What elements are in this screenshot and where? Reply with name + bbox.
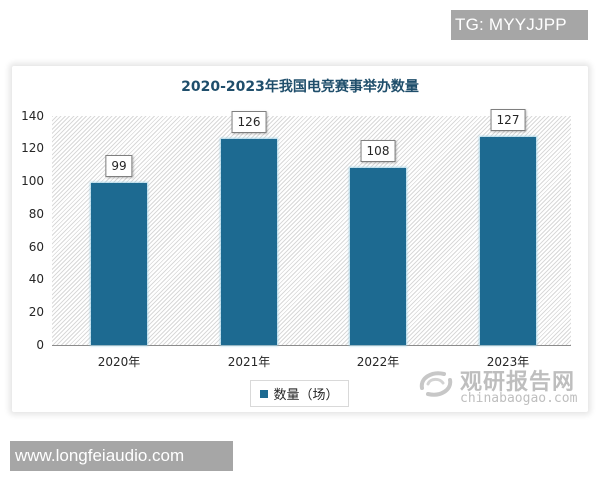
watermark-cn: 观研报告网 — [460, 370, 576, 395]
chart-title: 2020-2023年我国电竞赛事举办数量 — [181, 79, 419, 95]
watermark: 观研报告网 chinabaogao.com — [412, 364, 582, 406]
legend-swatch-icon — [260, 389, 269, 398]
y-tick-40: 40 — [28, 272, 44, 286]
x-tick-2020: 2020年 — [97, 355, 141, 369]
y-tick-20: 20 — [28, 305, 44, 319]
x-axis-line — [52, 345, 571, 346]
y-tick-0: 0 — [36, 338, 44, 352]
x-tick-2022: 2022年 — [356, 355, 400, 369]
bar-2023 — [480, 137, 536, 345]
site-badge: www.longfeiaudio.com — [10, 441, 233, 471]
data-label-2021: 126 — [231, 110, 267, 133]
bar-2022 — [350, 168, 406, 345]
data-label-2022: 108 — [360, 140, 396, 163]
y-tick-140: 140 — [21, 109, 44, 123]
bar-2020 — [91, 183, 147, 345]
chinabaogao-logo-icon — [419, 371, 453, 397]
bar-2021 — [221, 138, 277, 345]
y-tick-100: 100 — [21, 174, 44, 188]
chart-card: 2020-2023年我国电竞赛事举办数量 0 20 40 60 80 100 1… — [12, 66, 588, 412]
y-tick-60: 60 — [28, 240, 44, 254]
watermark-en: chinabaogao.com — [460, 391, 578, 406]
data-label-2020: 99 — [105, 155, 133, 178]
legend: 数量（场） — [250, 380, 349, 407]
tg-badge: TG: MYYJJPP — [451, 10, 588, 40]
data-label-2023: 127 — [490, 109, 526, 132]
x-tick-2023: 2023年 — [486, 355, 530, 369]
y-tick-80: 80 — [28, 207, 44, 221]
legend-label: 数量（场） — [273, 388, 339, 403]
y-tick-120: 120 — [21, 141, 44, 155]
x-tick-2021: 2021年 — [227, 355, 271, 369]
